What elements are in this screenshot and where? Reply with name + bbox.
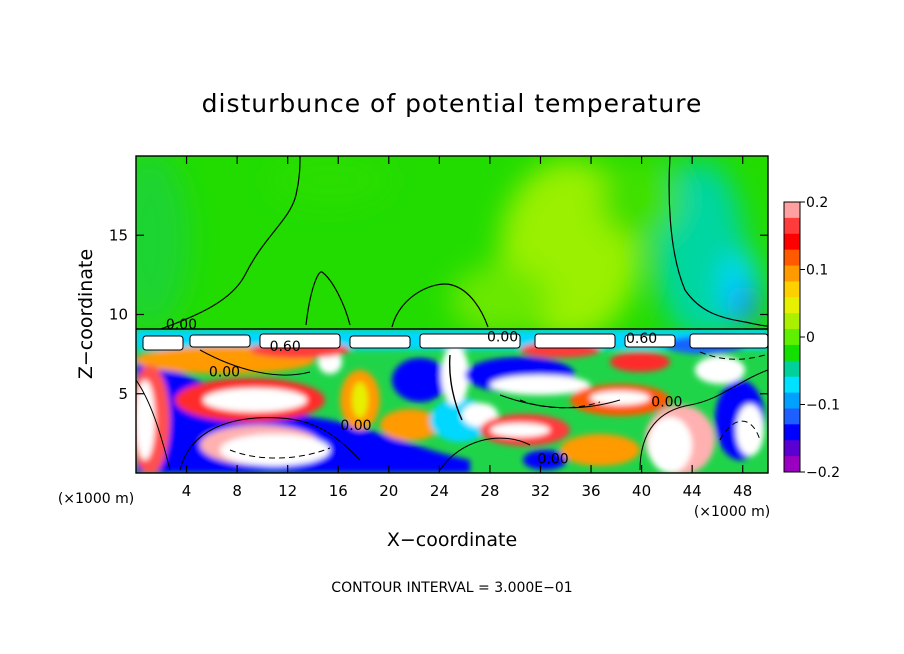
contour-label: 0.00 (538, 451, 569, 467)
cloud-bands (142, 333, 768, 351)
cloud-band (534, 333, 616, 349)
x-tick-label: 36 (581, 482, 600, 500)
x-tick-label: 20 (379, 482, 398, 500)
heatmap-field (136, 156, 768, 473)
x-tick-label: 24 (430, 482, 449, 500)
contour-label: 0.00 (209, 364, 240, 380)
colorbar-tick-label: −0.2 (806, 465, 840, 481)
contour-upper-hill (391, 283, 489, 328)
y-axis: 5 10 15 (109, 226, 768, 403)
contour-lower-dashed (719, 420, 761, 441)
contour-upper-left (157, 156, 301, 331)
contour-label: 0.60 (626, 331, 657, 347)
x-tick-label: 12 (278, 482, 297, 500)
lower-contours (136, 349, 768, 471)
x-tick-label: 40 (632, 482, 651, 500)
cloud-band (259, 333, 341, 349)
x-tick-label: 32 (531, 482, 550, 500)
colorbar-swatch (784, 392, 800, 409)
contour-upper-right (668, 156, 768, 327)
x-unit-right: (×1000 m) (694, 504, 770, 520)
cloud-band (624, 334, 676, 348)
x-tick-label: 8 (232, 482, 242, 500)
contour-lower (448, 354, 463, 421)
contour-label: 0.00 (487, 329, 518, 345)
contour-lower (439, 437, 531, 471)
contour-label: 0.00 (340, 418, 371, 434)
colorbar-swatch (784, 440, 800, 457)
x-tick-label: 48 (733, 482, 752, 500)
colorbar-swatch (784, 281, 800, 298)
colorbar-tick-label: 0 (806, 330, 815, 346)
contour-lower (199, 349, 311, 376)
colorbar-swatch (784, 313, 800, 330)
colorbar-swatch (784, 217, 800, 235)
cloud-band (689, 333, 768, 349)
colorbar-tick-label: 0.2 (806, 195, 828, 211)
contour-lower-dashed (519, 399, 601, 409)
x-axis-label: X−coordinate (387, 529, 517, 551)
y-tick-label: 5 (118, 385, 128, 403)
cloud-band (349, 335, 411, 349)
contour-label: 0.00 (651, 394, 682, 410)
x-tick-label: 16 (329, 482, 348, 500)
lower-field (136, 329, 768, 473)
colorbar-swatch (784, 202, 800, 219)
y-tick-label: 10 (109, 306, 128, 324)
cloud-band (419, 333, 521, 349)
x-tick-label: 44 (683, 482, 702, 500)
colorbar-swatch (784, 376, 800, 394)
colorbar-swatch (784, 360, 800, 378)
x-tick-label: 4 (182, 482, 192, 500)
upper-contours (157, 156, 768, 331)
colorbar-swatch (784, 408, 800, 425)
contour-lower-dashed (699, 351, 766, 360)
contour-lower (136, 379, 171, 471)
colorbar-tick-label: 0.1 (806, 263, 828, 279)
chart-title: disturbunce of potential temperature (202, 89, 703, 118)
colorbar-swatch (784, 249, 800, 267)
contour-label: 0.00 (166, 317, 197, 333)
x-tick-label: 28 (480, 482, 499, 500)
y-tick-label: 15 (109, 226, 128, 244)
colorbar-swatch (784, 233, 800, 251)
colorbar-swatch (784, 344, 800, 362)
colorbar-tick-label: −0.1 (806, 398, 840, 414)
contour-lower (179, 417, 361, 471)
y-axis-label: Z−coordinate (75, 249, 97, 379)
upper-field (136, 156, 760, 340)
colorbar-swatch (784, 329, 800, 346)
contour-lower (639, 369, 768, 471)
colorbar: 0.2 0.1 0 −0.1 −0.2 (783, 195, 840, 481)
colorbar-swatch (784, 456, 800, 473)
contour-lower-dashed (229, 447, 331, 459)
contour-interval-footer: CONTOUR INTERVAL = 3.000E−01 (331, 580, 572, 596)
contour-upper-dome (305, 271, 351, 326)
x-unit-left: (×1000 m) (58, 491, 134, 507)
colorbar-swatch (784, 297, 800, 314)
cloud-band (189, 334, 251, 348)
colorbar-swatch (784, 424, 800, 441)
x-axis: 4 8 12 16 20 24 28 32 36 40 44 48 (182, 156, 752, 500)
colorbar-swatch (784, 265, 800, 282)
contour-label: 0.60 (270, 339, 301, 355)
contour-labels: 0.00 0.60 0.00 0.00 0.00 0.60 0.00 0.00 (166, 317, 683, 468)
cloud-band (142, 335, 184, 351)
